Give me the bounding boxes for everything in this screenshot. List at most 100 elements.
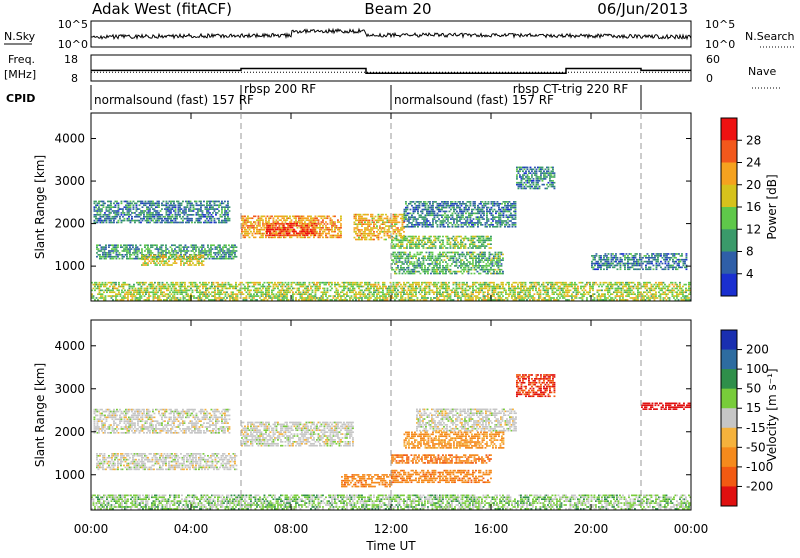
power-cell <box>405 201 407 203</box>
power-cell <box>665 267 667 269</box>
power-cell <box>289 233 291 235</box>
cpid-segment-label: normalsound (fast) 157 RF <box>94 93 254 107</box>
power-cell <box>119 218 121 220</box>
power-cell <box>171 264 173 266</box>
power-cell <box>316 233 318 235</box>
power-cell <box>432 247 434 249</box>
power-cell <box>141 295 143 297</box>
power-cell <box>503 214 505 216</box>
power-cell <box>261 217 263 219</box>
power-cell <box>141 286 143 288</box>
power-cell <box>432 222 434 224</box>
power-cell <box>442 236 444 238</box>
power-cell <box>150 295 152 297</box>
power-cell <box>615 261 617 263</box>
power-cell <box>139 299 141 301</box>
power-cell <box>403 271 405 273</box>
power-cell <box>339 229 341 231</box>
power-cell <box>168 257 170 259</box>
power-cell <box>124 212 126 214</box>
power-cell <box>489 226 491 228</box>
power-cell <box>408 220 410 222</box>
power-cell <box>681 253 683 255</box>
power-cell <box>110 254 112 256</box>
power-cell <box>447 267 449 269</box>
power-cell <box>244 237 246 239</box>
power-cell <box>285 237 287 239</box>
power-cell <box>265 237 267 239</box>
power-cell <box>166 204 168 206</box>
power-cell <box>438 269 440 271</box>
power-cell <box>169 214 171 216</box>
power-cell <box>178 201 180 203</box>
power-cell <box>527 167 529 169</box>
power-cell <box>192 284 194 286</box>
power-cell <box>255 216 257 218</box>
power-cell <box>477 271 479 273</box>
power-cell <box>194 252 196 254</box>
power-cell <box>645 255 647 257</box>
power-cell <box>255 284 257 286</box>
power-cell <box>609 267 611 269</box>
power-cell <box>415 257 417 259</box>
power-cell <box>475 259 477 261</box>
power-cell <box>433 267 435 269</box>
power-cell <box>252 235 254 237</box>
power-cell <box>99 254 101 256</box>
power-cell <box>473 218 475 220</box>
power-cell <box>645 265 647 267</box>
power-cell <box>115 206 117 208</box>
power-cell <box>456 261 458 263</box>
power-cell <box>225 254 227 256</box>
power-cell <box>203 257 205 259</box>
power-cell <box>458 214 460 216</box>
power-cell <box>531 176 533 178</box>
power-cell <box>426 243 428 245</box>
power-cell <box>456 273 458 275</box>
power-cell <box>281 223 283 225</box>
power-cell <box>259 221 261 223</box>
power-cell <box>266 233 268 235</box>
power-cell <box>277 217 279 219</box>
power-cell <box>405 269 407 271</box>
power-cell <box>175 288 177 290</box>
power-cell <box>314 229 316 231</box>
power-cell <box>474 207 476 209</box>
power-cell <box>226 222 228 224</box>
power-cell <box>657 257 659 259</box>
power-cell <box>141 290 143 292</box>
title-center: Beam 20 <box>364 0 431 18</box>
power-cell <box>617 268 619 270</box>
power-cell <box>101 250 103 252</box>
power-cell <box>468 207 470 209</box>
power-cell <box>141 297 143 299</box>
power-cell <box>252 233 254 235</box>
power-cell <box>225 246 227 248</box>
power-cell <box>540 170 542 172</box>
power-cell <box>189 262 191 264</box>
power-cell <box>174 295 176 297</box>
power-cell <box>219 246 221 248</box>
power-cell <box>524 182 526 184</box>
power-cell <box>147 264 149 266</box>
power-cell <box>412 240 414 242</box>
power-cell <box>452 201 454 203</box>
power-cell <box>409 252 411 254</box>
power-cell <box>488 207 490 209</box>
power-cell <box>207 246 209 248</box>
power-cell <box>243 225 245 227</box>
power-cell <box>483 261 485 263</box>
power-cell <box>237 295 239 297</box>
power-cell <box>435 201 437 203</box>
power-cell <box>176 218 178 220</box>
power-cell <box>246 229 248 231</box>
power-cell <box>494 205 496 207</box>
power-cell <box>447 218 449 220</box>
power-cell <box>236 246 238 248</box>
power-cell <box>480 214 482 216</box>
power-cell <box>225 244 227 246</box>
power-cell <box>280 234 282 236</box>
power-cell <box>295 231 297 233</box>
power-cell <box>388 227 390 229</box>
power-cell <box>232 295 234 297</box>
